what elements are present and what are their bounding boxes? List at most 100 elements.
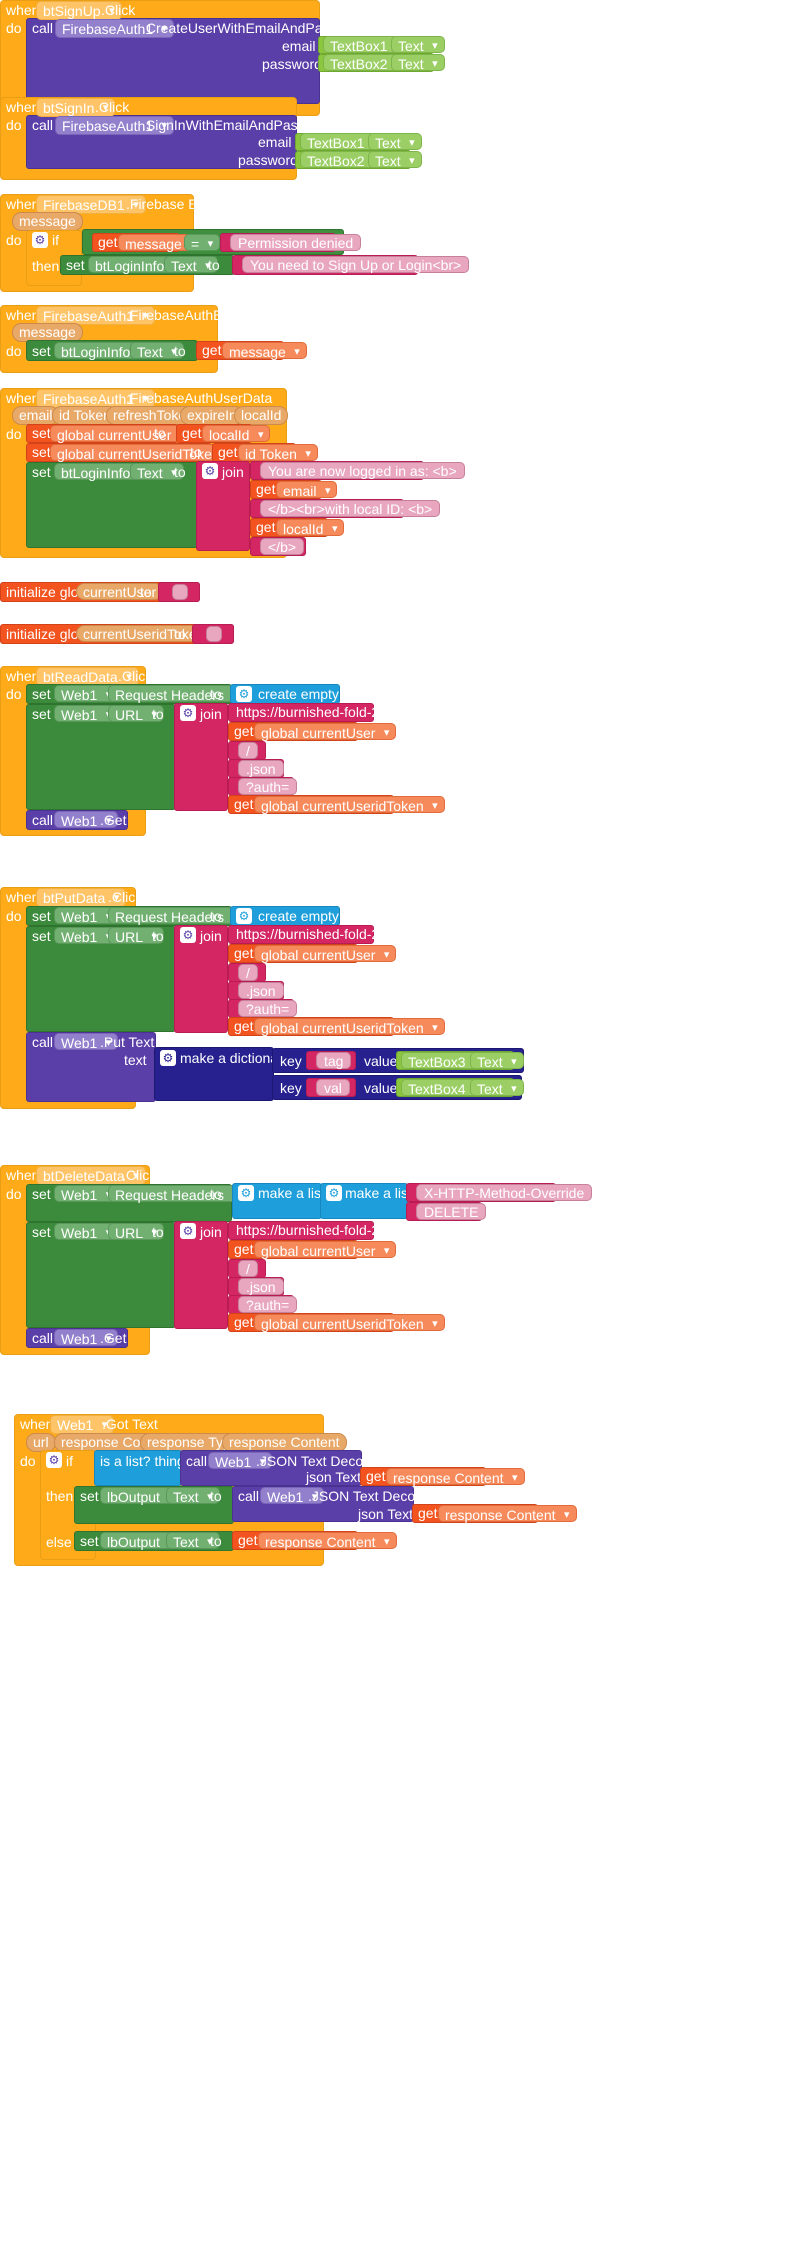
string-value[interactable]: /	[238, 1260, 258, 1277]
variable-dropdown[interactable]: global currentUseridToken	[254, 1018, 445, 1038]
component-dropdown[interactable]: Web1	[54, 1329, 119, 1349]
mutator-gear-icon[interactable]: ⚙	[180, 705, 196, 721]
component-dropdown[interactable]: FirebaseAuth1	[36, 306, 156, 326]
string-value[interactable]: val	[316, 1079, 350, 1096]
variable-dropdown[interactable]: global currentUseridToken	[50, 444, 241, 464]
variable-dropdown[interactable]: email	[276, 481, 338, 501]
mutator-gear-icon[interactable]: ⚙	[180, 1223, 196, 1239]
component-dropdown[interactable]: lbOutput	[100, 1532, 181, 1552]
variable-dropdown[interactable]: localId	[202, 425, 271, 445]
string-value[interactable]: </b><br>with local ID: <b>	[260, 500, 441, 517]
variable-dropdown[interactable]: response Content	[258, 1532, 397, 1552]
property-dropdown[interactable]: Request Headers	[108, 685, 245, 705]
join-block[interactable]	[174, 1221, 228, 1329]
empty-string-value[interactable]	[172, 584, 188, 600]
mutator-gear-icon[interactable]: ⚙	[46, 1452, 62, 1468]
text-string-block[interactable]	[228, 925, 374, 944]
string-value[interactable]: https://burnished-fold-23...	[236, 1222, 399, 1238]
property-dropdown[interactable]: Text	[166, 1532, 220, 1552]
property-dropdown[interactable]: Text	[130, 342, 184, 362]
variable-dropdown[interactable]: global currentUser	[254, 723, 397, 743]
if-block[interactable]	[40, 1450, 96, 1560]
join-block[interactable]	[174, 703, 228, 811]
event-param[interactable]: localId	[234, 406, 289, 425]
variable-dropdown[interactable]: response Content	[438, 1505, 577, 1525]
string-value[interactable]: .json	[238, 1278, 284, 1295]
string-value[interactable]: https://burnished-fold-23...	[236, 926, 399, 942]
variable-dropdown[interactable]: global currentUser	[254, 1241, 397, 1261]
property-dropdown[interactable]: Text	[166, 1487, 220, 1507]
property-dropdown[interactable]: Text	[130, 463, 184, 483]
call-web-put-text-block[interactable]	[26, 1032, 156, 1102]
global-name-field[interactable]: currentUseridToken	[76, 625, 212, 642]
join-block[interactable]	[174, 925, 228, 1033]
property-dropdown[interactable]: URL	[108, 705, 165, 725]
property-dropdown[interactable]: Text	[470, 1052, 524, 1072]
string-value[interactable]: https://burnished-fold-23...	[236, 704, 399, 720]
string-value[interactable]: Permission denied	[230, 234, 362, 251]
variable-dropdown[interactable]: localId	[276, 519, 345, 539]
variable-dropdown[interactable]: response Content	[386, 1468, 525, 1488]
string-value[interactable]: ?auth=	[238, 1296, 298, 1313]
component-dropdown[interactable]: Web1	[54, 907, 119, 927]
empty-string-value[interactable]	[206, 626, 222, 642]
string-value[interactable]: ?auth=	[238, 1000, 298, 1017]
component-dropdown[interactable]: Web1	[54, 1223, 119, 1243]
component-dropdown[interactable]: FirebaseAuth1	[36, 389, 156, 409]
string-value[interactable]: tag	[316, 1052, 352, 1069]
component-dropdown[interactable]: Web1	[260, 1487, 325, 1507]
event-param[interactable]: response Content	[222, 1433, 347, 1452]
event-param[interactable]: response Code	[54, 1433, 163, 1452]
mutator-gear-icon[interactable]: ⚙	[180, 927, 196, 943]
mutator-gear-icon[interactable]: ⚙	[236, 908, 252, 924]
mutator-gear-icon[interactable]: ⚙	[202, 463, 218, 479]
mutator-gear-icon[interactable]: ⚙	[32, 232, 48, 248]
variable-dropdown[interactable]: global currentUseridToken	[254, 1314, 445, 1334]
property-dropdown[interactable]: Request Headers	[108, 1185, 245, 1205]
component-dropdown[interactable]: Web1	[208, 1452, 273, 1472]
string-value[interactable]: .json	[238, 760, 284, 777]
mutator-gear-icon[interactable]: ⚙	[326, 1185, 342, 1201]
component-dropdown[interactable]: FirebaseAuth1	[55, 19, 175, 39]
text-string-block[interactable]	[228, 1221, 374, 1240]
component-dropdown[interactable]: FirebaseAuth1	[55, 116, 175, 136]
event-param[interactable]: message	[12, 212, 83, 231]
event-param[interactable]: email	[12, 406, 60, 425]
mutator-gear-icon[interactable]: ⚙	[238, 1185, 254, 1201]
variable-dropdown[interactable]: id Token	[238, 444, 318, 464]
string-value[interactable]: You are now logged in as: <b>	[260, 462, 465, 479]
component-dropdown[interactable]: btReadData	[36, 667, 139, 687]
component-dropdown[interactable]: Web1	[54, 927, 119, 947]
mutator-gear-icon[interactable]: ⚙	[160, 1050, 176, 1066]
component-dropdown[interactable]: TextBox2	[300, 151, 386, 171]
is-a-list-block[interactable]	[94, 1450, 182, 1486]
string-value[interactable]: You need to Sign Up or Login<br>	[242, 256, 470, 273]
variable-dropdown[interactable]: message	[222, 342, 307, 362]
variable-dropdown[interactable]: global currentUser	[50, 425, 193, 445]
string-value[interactable]: /	[238, 742, 258, 759]
string-value[interactable]: X-HTTP-Method-Override	[416, 1184, 593, 1201]
global-name-field[interactable]: currentUser	[76, 583, 164, 600]
variable-dropdown[interactable]: global currentUser	[254, 945, 397, 965]
property-dropdown[interactable]: Text	[164, 256, 218, 276]
property-dropdown[interactable]: Text	[391, 54, 445, 74]
string-value[interactable]: </b>	[260, 538, 305, 555]
text-string-block[interactable]	[228, 703, 374, 722]
string-value[interactable]: /	[238, 964, 258, 981]
mutator-gear-icon[interactable]: ⚙	[236, 686, 252, 702]
component-dropdown[interactable]: Web1	[54, 811, 119, 831]
property-dropdown[interactable]: Text	[391, 36, 445, 56]
variable-dropdown[interactable]: global currentUseridToken	[254, 796, 445, 816]
component-dropdown[interactable]: Web1	[54, 685, 119, 705]
string-value[interactable]: ?auth=	[238, 778, 298, 795]
component-dropdown[interactable]: FirebaseDB1	[36, 195, 146, 215]
component-dropdown[interactable]: TextBox2	[323, 54, 409, 74]
string-value[interactable]: DELETE	[416, 1203, 487, 1220]
operator-dropdown[interactable]: =	[184, 234, 221, 254]
property-dropdown[interactable]: URL	[108, 927, 165, 947]
property-dropdown[interactable]: Request Headers	[108, 907, 245, 927]
component-dropdown[interactable]: Web1	[54, 1033, 119, 1053]
property-dropdown[interactable]: Text	[368, 133, 422, 153]
property-dropdown[interactable]: Text	[470, 1079, 524, 1099]
property-dropdown[interactable]: Text	[368, 151, 422, 171]
